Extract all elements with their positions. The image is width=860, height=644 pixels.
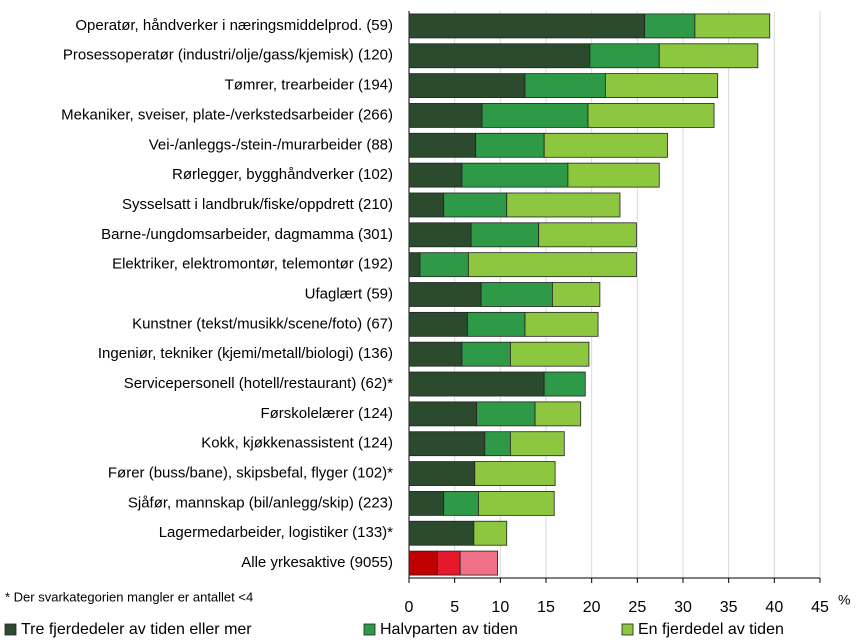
y-tick-label: Ingeniør, tekniker (kjemi/metall/biologi… (98, 345, 393, 362)
bar-segment (408, 461, 476, 486)
bar-segment (408, 371, 545, 397)
y-tick-label: Vei-/anleggs-/stein-/murarbeider (88) (149, 136, 393, 153)
bar-segment (408, 162, 463, 188)
bar-segment (408, 73, 526, 99)
bar-segment (509, 341, 590, 367)
bar-segment (481, 103, 589, 128)
bar-segment (480, 282, 553, 307)
bar-segment (408, 282, 482, 307)
bar-segment (443, 192, 508, 218)
bar-segment (408, 490, 445, 516)
legend-swatch (621, 623, 634, 636)
x-tick-label: 35 (720, 599, 738, 616)
bar-segment (408, 311, 468, 337)
bar-segment (408, 222, 472, 248)
bar-segment (534, 401, 582, 427)
bar-segment (408, 520, 475, 546)
bar-segment (509, 431, 565, 457)
y-tick-label: Operatør, håndverker i næringsmiddelprod… (75, 17, 393, 34)
x-tick-label: 10 (491, 599, 509, 616)
x-tick-label: 40 (765, 599, 783, 616)
bar-segment (408, 103, 483, 128)
bar-segment (419, 252, 469, 278)
bar-segment (589, 43, 660, 69)
legend-label: Tre fjerdedeler av tiden eller mer (21, 621, 252, 638)
bar-segment (543, 132, 668, 158)
y-tick-label: Sjåfør, mannskap (bil/anlegg/skip) (223) (128, 494, 393, 511)
y-tick-label: Barne-/ungdomsarbeider, dagmamma (301) (101, 226, 393, 243)
bar-segment (473, 520, 508, 546)
y-tick-label: Lagermedarbeider, logistiker (133)* (159, 524, 393, 541)
legend-swatch (4, 623, 17, 636)
bar-segment (408, 13, 646, 39)
bar-segment (694, 13, 771, 39)
bar-segment (408, 431, 486, 457)
y-tick-label: Førskolelærer (124) (260, 405, 393, 422)
bar-segment (474, 461, 556, 486)
bar-segment (467, 311, 526, 337)
bar-segment (478, 490, 555, 516)
x-tick-label: 20 (583, 599, 601, 616)
bar-segment (551, 282, 601, 307)
bar-segment (408, 341, 463, 367)
y-tick-label: Kunstner (tekst/musikk/scene/foto) (67) (132, 315, 393, 332)
x-tick-label: 0 (405, 599, 414, 616)
y-tick-label: Fører (buss/bane), skipsbefal, flyger (1… (108, 465, 393, 482)
bar-segment (408, 401, 477, 427)
y-tick-label: Sysselsatt i landbruk/fiske/oppdrett (21… (122, 196, 393, 213)
x-tick-label: 25 (628, 599, 646, 616)
bar-segment (644, 13, 696, 39)
y-tick-label: Prosessoperatør (industri/olje/gass/kjem… (63, 47, 393, 64)
bar-segment (475, 132, 545, 158)
x-unit: % (838, 592, 850, 608)
bar-segment (587, 103, 715, 128)
bar-segment (408, 43, 591, 69)
bar-segment (524, 73, 606, 99)
bar-segment (408, 132, 477, 158)
y-tick-label: Mekaniker, sveiser, plate-/verkstedsarbe… (61, 106, 393, 123)
y-tick-label: Tømrer, trearbeider (194) (225, 77, 393, 94)
bar-segment (461, 162, 569, 188)
bar-segment (467, 252, 637, 278)
y-tick-label: Servicepersonell (hotell/restaurant) (62… (124, 375, 393, 392)
y-tick-label: Rørlegger, bygghåndverker (102) (172, 166, 393, 183)
bar-segment (506, 192, 621, 218)
footnote: * Der svarkategorien mangler er antallet… (5, 589, 253, 604)
bar-segment (436, 550, 461, 576)
bar-segment (408, 252, 421, 278)
x-tick-label: 15 (537, 599, 555, 616)
bar-segment (408, 550, 438, 576)
bar-segment (476, 401, 536, 427)
legend-swatch (363, 623, 376, 636)
bar-segment (524, 311, 599, 337)
y-tick-label: Alle yrkesaktive (9055) (241, 554, 393, 571)
y-tick-label: Kokk, kjøkkenassistent (124) (201, 435, 393, 452)
bar-segment (443, 490, 479, 516)
y-tick-label: Elektriker, elektromontør, telemontør (1… (112, 256, 393, 273)
y-tick-label: Ufaglært (59) (305, 285, 393, 302)
bar-segment (538, 222, 637, 248)
bar-segment (408, 192, 445, 218)
bar-segment (461, 341, 511, 367)
x-tick-label: 30 (674, 599, 692, 616)
bar-segment (604, 73, 719, 99)
bar-segment (567, 162, 660, 188)
x-tick-label: 5 (450, 599, 459, 616)
bar-segment (459, 550, 498, 576)
bar-segment (658, 43, 759, 69)
legend-label: En fjerdedel av tiden (638, 621, 784, 638)
x-tick-label: 45 (811, 599, 829, 616)
bar-segment (470, 222, 540, 248)
bar-segment (484, 431, 511, 457)
bar-segment (543, 371, 586, 397)
legend-label: Halvparten av tiden (380, 621, 518, 638)
